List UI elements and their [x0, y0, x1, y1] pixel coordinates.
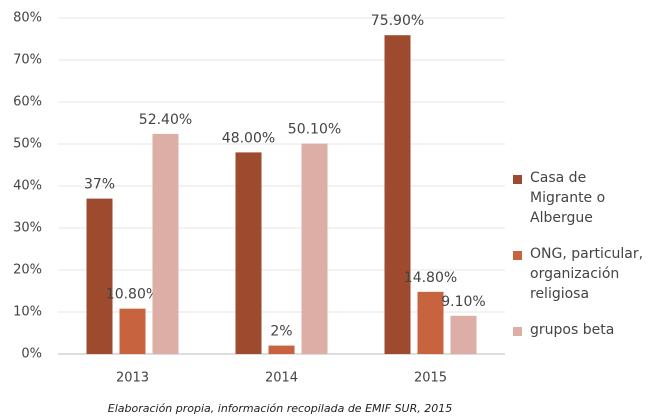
y-tick-label: 20%	[13, 263, 42, 278]
legend-swatch	[513, 175, 522, 184]
legend-item: ONG, particular, organización religiosa	[513, 244, 651, 304]
legend: Casa de Migrante o Albergue ONG, particul…	[513, 168, 651, 356]
value-label: 52.40%	[139, 112, 192, 128]
bar	[268, 345, 295, 354]
value-label: 50.10%	[288, 122, 341, 138]
y-tick-label: 40%	[13, 179, 42, 194]
value-label: 14.80%	[404, 270, 457, 286]
value-label: 75.90%	[371, 13, 424, 29]
legend-item: Casa de Migrante o Albergue	[513, 168, 651, 228]
x-tick-label: 2013	[116, 371, 149, 386]
legend-label: ONG, particular, organización religiosa	[530, 246, 644, 302]
y-tick-label: 0%	[21, 347, 42, 362]
y-tick-label: 70%	[13, 53, 42, 68]
legend-swatch	[513, 251, 522, 260]
value-label: 48.00%	[222, 130, 275, 146]
bar	[301, 143, 328, 354]
legend-label: Casa de Migrante o Albergue	[530, 170, 606, 226]
bar	[235, 152, 262, 354]
legend-item: grupos beta	[513, 320, 651, 340]
legend-swatch	[513, 327, 522, 336]
bar	[384, 35, 411, 354]
legend-label: grupos beta	[530, 322, 615, 338]
x-tick-label: 2014	[265, 371, 298, 386]
caption: Elaboración propia, información recopila…	[107, 402, 453, 415]
bar	[450, 315, 477, 354]
bar	[86, 198, 113, 354]
y-tick-label: 30%	[13, 221, 42, 236]
value-label: 10.80%	[106, 287, 159, 303]
y-tick-label: 50%	[13, 137, 42, 152]
bar	[417, 291, 444, 354]
value-label: 9.10%	[441, 294, 485, 310]
bar	[119, 308, 146, 354]
y-tick-label: 10%	[13, 305, 42, 320]
y-tick-label: 80%	[13, 11, 42, 26]
x-tick-label: 2015	[414, 371, 447, 386]
value-label: 2%	[270, 324, 292, 340]
value-label: 37%	[84, 177, 115, 193]
y-tick-label: 60%	[13, 95, 42, 110]
bar	[152, 133, 179, 354]
